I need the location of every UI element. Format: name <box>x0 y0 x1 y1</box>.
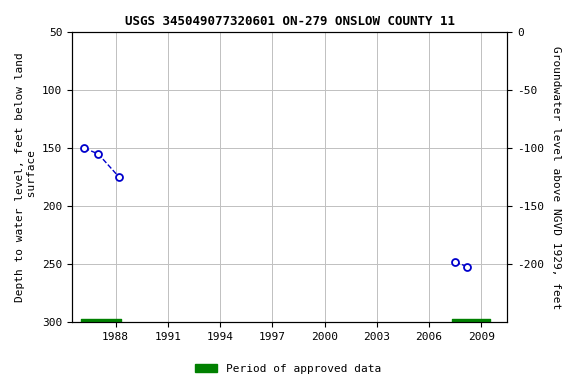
Title: USGS 345049077320601 ON-279 ONSLOW COUNTY 11: USGS 345049077320601 ON-279 ONSLOW COUNT… <box>125 15 454 28</box>
Y-axis label: Depth to water level, feet below land
 surface: Depth to water level, feet below land su… <box>15 52 37 302</box>
Y-axis label: Groundwater level above NGVD 1929, feet: Groundwater level above NGVD 1929, feet <box>551 46 561 309</box>
Legend: Period of approved data: Period of approved data <box>191 359 385 379</box>
